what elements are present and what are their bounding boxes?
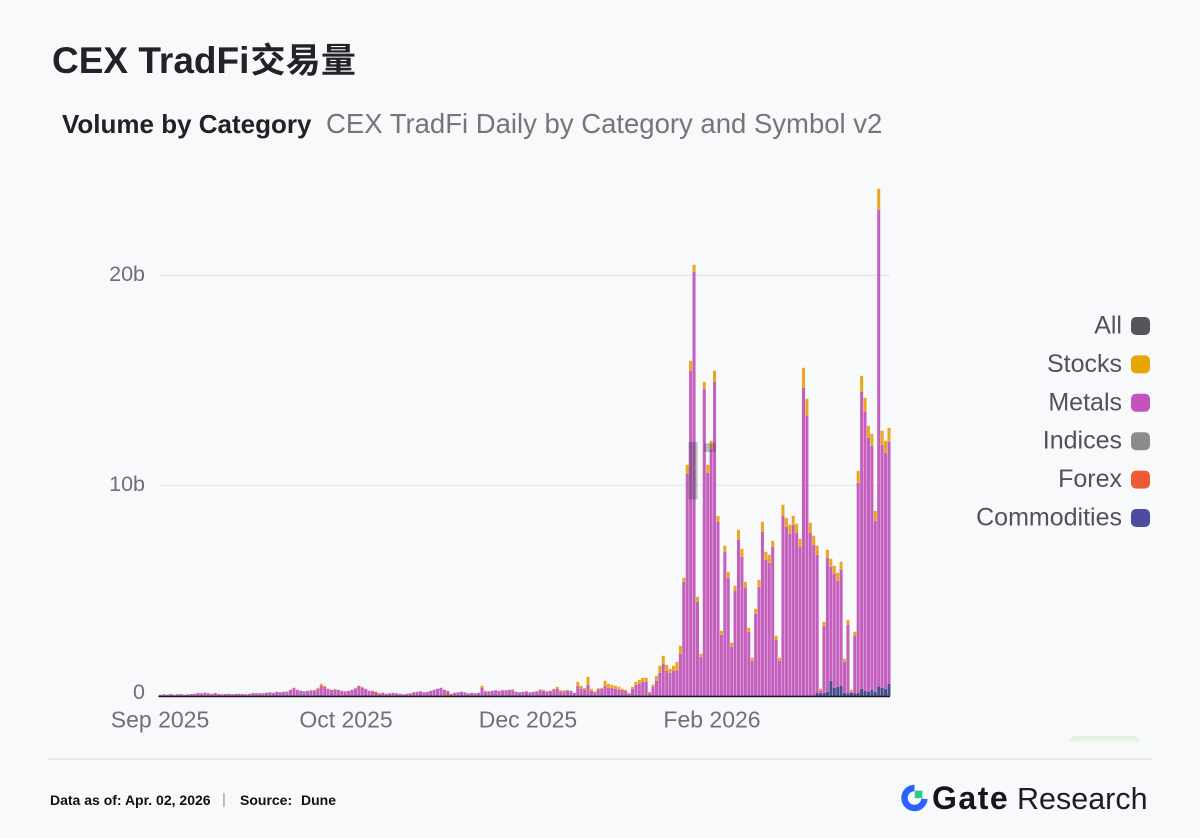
svg-text:Commodities: Commodities (976, 504, 1122, 532)
svg-text:Dune: Dune (301, 792, 336, 808)
svg-text:20b: 20b (109, 262, 145, 286)
svg-text:Gate: Gate (932, 780, 1009, 816)
svg-text:Dec 2025: Dec 2025 (479, 707, 577, 733)
svg-text:0: 0 (133, 680, 145, 704)
svg-text:CEX TradFi Daily by Category a: CEX TradFi Daily by Category and Symbol … (326, 108, 882, 139)
svg-text:Sep 2025: Sep 2025 (111, 707, 209, 733)
svg-text:Volume by Category: Volume by Category (62, 109, 312, 139)
svg-text:Research: Research (1017, 782, 1148, 816)
svg-text:Metals: Metals (1048, 388, 1122, 416)
svg-text:Feb 2026: Feb 2026 (663, 707, 760, 733)
svg-text:All: All (1094, 312, 1122, 340)
svg-text:Stocks: Stocks (1047, 350, 1122, 378)
svg-text:CEX TradFi: CEX TradFi (52, 40, 249, 81)
svg-text:10b: 10b (109, 472, 145, 496)
svg-text:Indices: Indices (1043, 427, 1122, 455)
svg-text:Forex: Forex (1058, 465, 1122, 493)
svg-text:|: | (222, 791, 226, 808)
svg-text:Data as of: Apr. 02, 2026: Data as of: Apr. 02, 2026 (50, 792, 211, 808)
svg-text:Source:: Source: (240, 792, 292, 808)
svg-text:Oct 2025: Oct 2025 (299, 707, 392, 733)
